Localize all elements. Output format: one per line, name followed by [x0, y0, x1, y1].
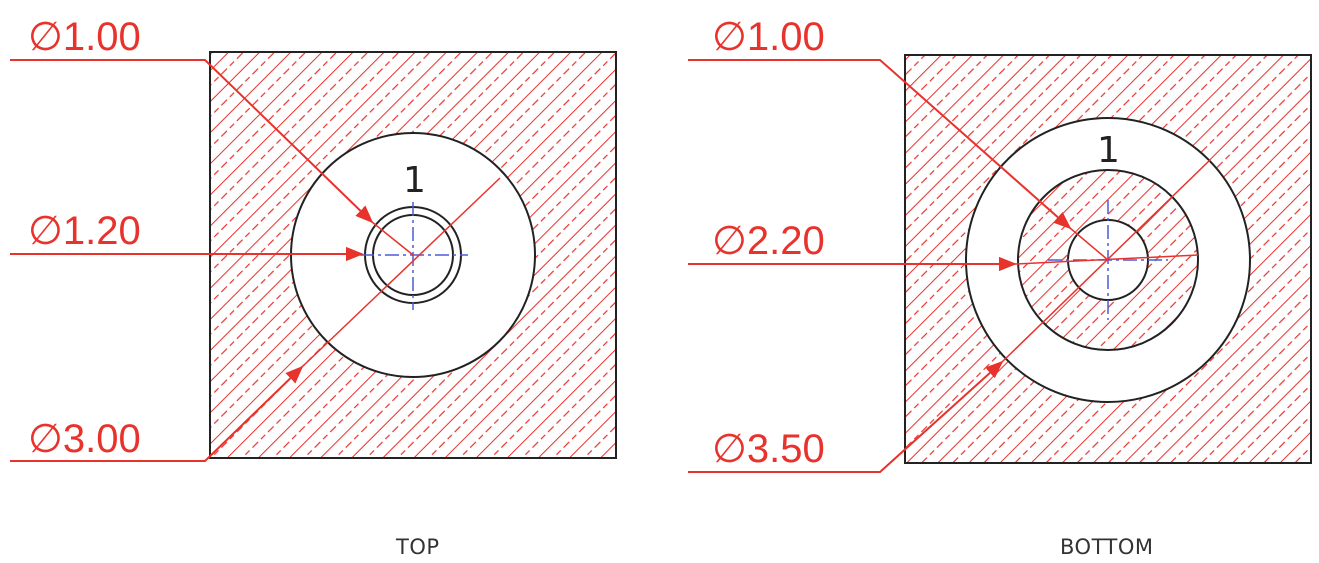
bottom-dim-d3: ∅3.50: [712, 427, 825, 471]
bottom-view-caption: BOTTOM: [1060, 535, 1154, 559]
top-dim-d2: ∅1.20: [28, 209, 141, 253]
top-hole-label: 1: [403, 160, 426, 201]
top-leader-d1: [10, 59, 374, 224]
bottom-view: 1 ∅1.00 ∅2.20 ∅3.50: [688, 15, 1312, 473]
bottom-leader-d3-extension: [1001, 159, 1211, 363]
bottom-leader-d3: [688, 360, 1004, 473]
top-dim-d3: ∅3.00: [28, 417, 141, 461]
bottom-dim-d2: ∅2.20: [712, 219, 825, 263]
bottom-leader-d1-extension: [1069, 227, 1109, 261]
bottom-hole-label: 1: [1097, 130, 1120, 171]
top-dim-d1: ∅1.00: [28, 15, 141, 59]
top-view-caption: TOP: [396, 535, 440, 559]
bottom-leader-d1: [688, 59, 1072, 230]
top-leader-d1-extension: [371, 221, 414, 256]
top-view: 1 ∅1.00 ∅1.20 ∅3.00: [10, 15, 617, 462]
top-leader-d3-extension: [301, 177, 501, 368]
bottom-dim-d1: ∅1.00: [712, 15, 825, 59]
top-leader-d3: [10, 365, 304, 462]
